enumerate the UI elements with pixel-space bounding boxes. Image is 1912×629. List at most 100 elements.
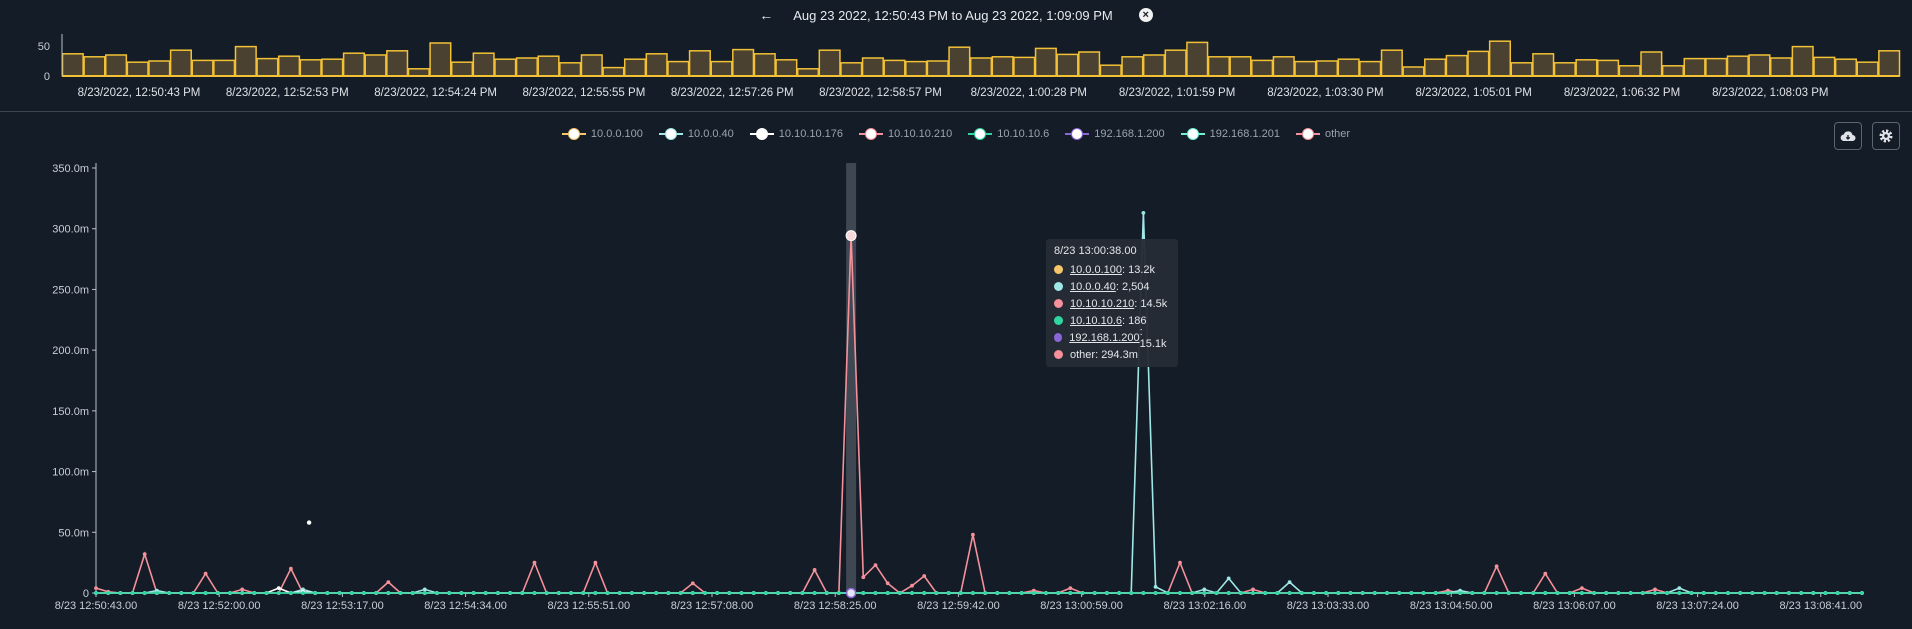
series-point[interactable] [94,586,98,590]
series-point[interactable] [1044,591,1048,595]
series-point[interactable] [276,591,281,595]
brush-bar[interactable] [840,62,863,77]
series-point[interactable] [873,591,878,595]
series-point[interactable] [325,591,330,595]
series-point[interactable] [1397,591,1402,595]
series-point[interactable] [1202,591,1207,595]
brush-bar[interactable] [450,61,474,77]
series-point[interactable] [1080,591,1085,595]
series-point[interactable] [1494,591,1499,595]
series-point[interactable] [544,591,549,595]
series-point[interactable] [1580,591,1584,595]
tooltip-series-label[interactable]: 10.0.0.100 [1070,263,1122,276]
series-point[interactable] [958,591,963,595]
tooltip-series-label[interactable]: 10.10.10.6 [1070,314,1122,327]
back-arrow-icon[interactable]: ← [759,7,774,23]
brush-bar[interactable] [1186,41,1209,77]
series-point[interactable] [776,591,780,595]
series-point[interactable] [313,591,318,595]
clear-range-icon[interactable]: × [1138,8,1153,22]
series-point[interactable] [1117,591,1121,595]
brush-bar[interactable] [537,55,560,77]
series-point[interactable] [240,587,245,592]
legend-item[interactable]: 10.10.10.210 [859,128,952,140]
series-point[interactable] [1056,591,1061,595]
series-point[interactable] [556,591,561,595]
series-point[interactable] [301,591,305,595]
series-point[interactable] [1519,591,1523,595]
series-point[interactable] [374,591,378,595]
settings-button[interactable] [1872,122,1900,150]
brush-bar[interactable] [883,59,906,77]
series-point[interactable] [532,591,537,595]
series-point[interactable] [1811,591,1816,595]
series-point[interactable] [946,591,951,595]
series-point[interactable] [1677,586,1682,590]
brush-bar[interactable] [1121,56,1144,77]
series-point[interactable] [1141,591,1146,595]
series-point[interactable] [1774,591,1779,595]
legend-item[interactable]: 10.10.10.176 [749,128,843,140]
brush-bar[interactable] [861,57,884,77]
series-point[interactable] [142,591,147,595]
series-point[interactable] [1360,591,1365,595]
brush-bar[interactable] [602,66,625,77]
brush-bar[interactable] [1034,47,1057,77]
brush-bar[interactable] [1597,59,1620,77]
series-point[interactable] [1653,591,1657,595]
brush-bar[interactable] [83,56,106,77]
series-point[interactable] [1665,591,1669,595]
series-point[interactable] [654,591,659,595]
series-point[interactable] [1823,591,1828,595]
series-point[interactable] [1531,591,1536,595]
brush-bar[interactable] [1791,45,1814,77]
series-point[interactable] [1239,591,1243,595]
series-point[interactable] [155,591,159,595]
series-point[interactable] [362,591,366,595]
series-point[interactable] [1068,586,1073,590]
brush-bar[interactable] [623,58,647,77]
series-point[interactable] [934,591,939,595]
series-point[interactable] [240,591,245,595]
series-point[interactable] [751,591,756,595]
series-point[interactable] [1153,591,1158,595]
series-point[interactable] [508,591,512,595]
series-point[interactable] [1019,591,1024,595]
series-point[interactable] [1092,591,1097,595]
brush-bar[interactable] [1380,49,1403,77]
series-point[interactable] [1372,591,1377,595]
series-point[interactable] [349,591,354,595]
series-point[interactable] [630,591,634,595]
brush-bar[interactable] [364,54,387,77]
legend-item[interactable]: 10.0.0.40 [658,128,734,140]
brush-bar[interactable] [645,53,668,77]
brush-bar[interactable] [905,60,928,77]
series-point[interactable] [1470,591,1475,595]
series-point[interactable] [995,591,1000,595]
series-point[interactable] [1616,591,1621,595]
series-point[interactable] [800,591,805,595]
brush-bar[interactable] [1207,56,1230,77]
tooltip-series-label[interactable]: 192.168.1.200 [1069,331,1140,344]
highlight-base-point[interactable] [845,587,857,599]
brush-bar[interactable] [710,60,733,77]
series-point[interactable] [289,566,293,571]
brush-bar[interactable] [1748,54,1771,77]
series-point[interactable] [1287,591,1292,595]
brush-bar[interactable] [732,48,755,77]
brush-bar[interactable] [969,57,993,77]
series-point[interactable] [1165,591,1170,595]
series-point[interactable] [910,591,914,595]
brush-bar[interactable] [61,53,84,77]
series-point[interactable] [1787,591,1791,595]
series-point[interactable] [289,591,293,595]
series-point[interactable] [447,591,452,595]
series-point[interactable] [569,591,573,595]
series-point[interactable] [1482,591,1487,595]
series-point[interactable] [1580,586,1584,590]
series-point[interactable] [837,591,841,595]
series-point[interactable] [983,591,987,595]
series-point[interactable] [94,591,98,595]
series-point[interactable] [1604,591,1609,595]
series-point[interactable] [422,587,427,592]
